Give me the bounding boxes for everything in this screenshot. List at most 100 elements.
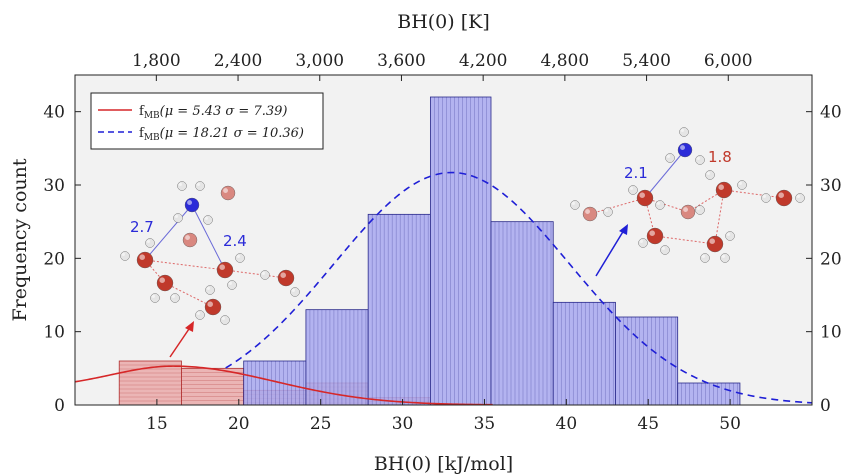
nitrogen-atom-highlight <box>680 145 685 150</box>
oxygen-atom <box>680 204 696 220</box>
oxygen-atom <box>216 261 234 279</box>
blue-dashed-curve <box>225 171 813 404</box>
hydrogen-atom <box>665 153 675 163</box>
hydrogen-atom <box>150 293 160 303</box>
hydrogen-atom-highlight <box>738 181 742 185</box>
blue-histogram <box>243 96 741 406</box>
oxygen-atom <box>136 251 154 269</box>
y2-tick-label: 0 <box>820 396 831 416</box>
x-tick-label: 15 <box>146 414 168 434</box>
blue-bar-4 <box>490 221 554 406</box>
hydrogen-atom-highlight <box>236 254 240 258</box>
arrow-head <box>185 321 194 332</box>
y-tick-label: 10 <box>43 323 65 343</box>
x-axis-label: BH(0) [kJ/mol] <box>374 453 513 475</box>
oxygen-atom-highlight <box>778 192 784 198</box>
hydrogen-atom <box>695 205 705 215</box>
hydrogen-atom <box>655 200 665 210</box>
hydrogen-atom <box>660 245 670 255</box>
x-tick-label: 25 <box>310 414 332 434</box>
y-tick-label: 20 <box>43 249 65 269</box>
hydrogen-atom-highlight <box>204 216 208 220</box>
hydrogen-atom <box>290 287 300 297</box>
hydrogen-atom <box>720 253 730 263</box>
x2-tick-label: 5,400 <box>622 51 671 71</box>
hydrogen-atom <box>700 253 710 263</box>
hydrogen-atom-highlight <box>171 294 175 298</box>
hydrogen-atom <box>725 231 735 241</box>
y2-tick-label: 20 <box>820 249 842 269</box>
oxygen-atom-highlight <box>219 264 225 271</box>
x2-tick-label: 6,000 <box>704 51 753 71</box>
hydrogen-atom-highlight <box>604 208 608 212</box>
oxygen-atom <box>706 235 724 253</box>
hydrogen-atom <box>795 193 805 203</box>
y2-tick-label: 30 <box>820 176 842 196</box>
x2-tick-label: 3,000 <box>295 51 344 71</box>
x2-tick-label: 4,200 <box>459 51 508 71</box>
hydrogen-atom-highlight <box>661 246 665 250</box>
hydrogen-atom <box>679 127 689 137</box>
blue-bar-6 <box>615 316 679 406</box>
hydrogen-atom <box>260 270 270 280</box>
x2-tick-label: 3,600 <box>377 51 426 71</box>
red-bar-1 <box>181 367 245 406</box>
hydrogen-atom <box>145 238 155 248</box>
hydrogen-atom-highlight <box>721 254 725 258</box>
hydrogen-atom-highlight <box>291 288 295 292</box>
oxygen-atom-highlight <box>683 207 688 212</box>
hydrogen-atom-highlight <box>178 182 182 186</box>
distance-label: 2.4 <box>223 232 247 250</box>
hydrogen-atom-highlight <box>261 271 265 275</box>
oxygen-atom-highlight <box>207 301 213 308</box>
left-molecule-illustration: 2.7 2.4 <box>120 181 300 358</box>
x2-tick-label: 1,800 <box>132 51 181 71</box>
x-tick-label: 40 <box>556 414 578 434</box>
hbond-line <box>164 282 214 308</box>
hbond-line <box>144 204 193 261</box>
nitrogen-atom <box>184 197 200 213</box>
hydrogen-atom-highlight <box>146 239 150 243</box>
legend-entry-red: fMB(μ = 5.43 σ = 7.39) <box>139 104 287 121</box>
top-axis-label: BH(0) [K] <box>397 11 490 33</box>
hydrogen-atom <box>638 238 648 248</box>
hydrogen-atom-highlight <box>151 294 155 298</box>
hydrogen-atom <box>570 200 580 210</box>
x2-tick-label: 4,800 <box>541 51 590 71</box>
hydrogen-atom <box>195 181 205 191</box>
hydrogen-atom <box>628 185 638 195</box>
oxygen-atom-highlight <box>639 192 645 198</box>
hydrogen-atom <box>203 215 213 225</box>
blue-bar-2 <box>367 213 431 406</box>
oxygen-atom <box>156 274 174 292</box>
oxygen-atom <box>646 227 664 245</box>
hydrogen-atom-highlight <box>174 214 178 218</box>
hbond-line <box>687 189 725 213</box>
distribution-curves <box>74 171 813 406</box>
hydrogen-atom-highlight <box>696 206 700 210</box>
hydrogen-atom-highlight <box>196 182 200 186</box>
oxygen-atom <box>582 206 598 222</box>
axis-ticks: 15 20 25 30 35 40 45 50 0 0 10 10 20 20 30 30 40 40 1,800 2… <box>43 51 841 434</box>
arrow-head <box>619 224 628 235</box>
hydrogen-atom-highlight <box>666 154 670 158</box>
hydrogen-atom-highlight <box>571 201 575 205</box>
distance-label: 1.8 <box>708 148 732 166</box>
oxygen-atom <box>277 269 295 287</box>
y-axis-label: Frequency count <box>9 158 31 321</box>
hydrogen-atom-highlight <box>656 201 660 205</box>
oxygen-atom <box>204 298 222 316</box>
blue-bar-0 <box>243 360 307 406</box>
oxygen-atom-highlight <box>139 254 145 260</box>
x2-tick-label: 2,400 <box>214 51 263 71</box>
hydrogen-atom <box>761 193 771 203</box>
hbond-line <box>191 204 226 271</box>
hbond-line <box>644 149 686 199</box>
x-tick-label: 50 <box>719 414 741 434</box>
hydrogen-atom-highlight <box>696 156 700 160</box>
hydrogen-atom-highlight <box>221 316 225 320</box>
oxygen-atom <box>715 181 733 199</box>
blue-bar-3 <box>429 96 492 406</box>
hydrogen-atom-highlight <box>762 194 766 198</box>
